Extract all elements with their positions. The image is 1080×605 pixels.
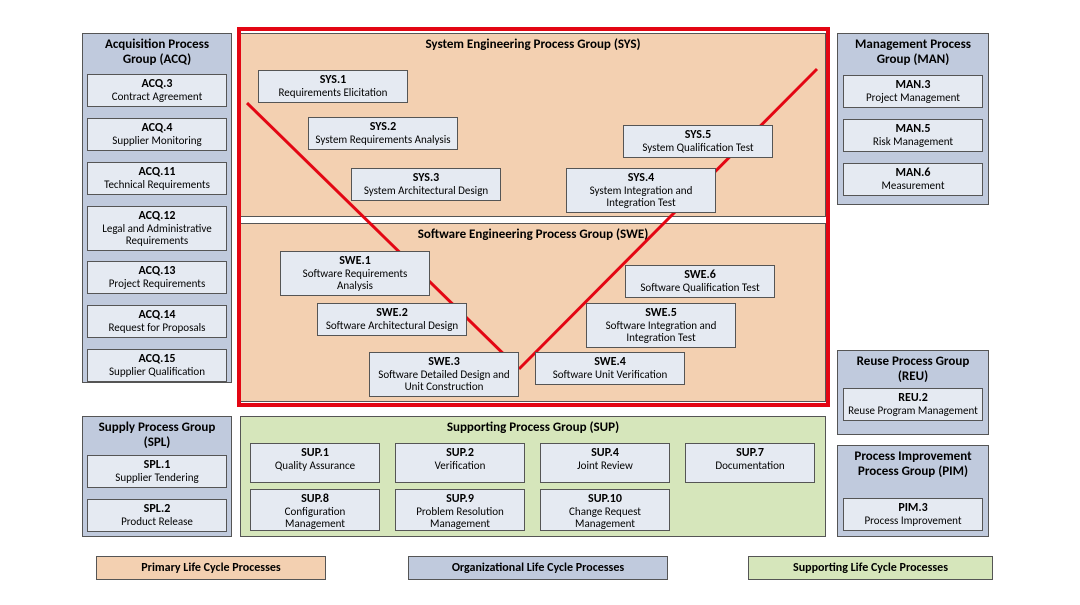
proc-desc: Risk Management [848,136,978,148]
proc-acq-12: ACQ.12 Legal and Administrative Requirem… [87,206,227,251]
group-spl-title: Supply Process Group (SPL) [83,417,231,455]
proc-desc: Technical Requirements [92,179,222,191]
proc-desc: Supplier Qualification [92,366,222,378]
proc-acq-3: ACQ.3 Contract Agreement [87,74,227,107]
proc-man-6: MAN.6 Measurement [843,163,983,196]
proc-desc: Project Management [848,92,978,104]
proc-sup-2: SUP.2 Verification [395,443,525,483]
group-sys-title: System Engineering Process Group (SYS) [241,34,825,57]
proc-desc: Software Requirements Analysis [285,268,425,292]
proc-man-3: MAN.3 Project Management [843,75,983,108]
group-pim-title: Process Improvement Process Group (PIM) [838,446,988,484]
group-swe-title: Software Engineering Process Group (SWE) [241,224,825,247]
proc-desc: Software Qualification Test [630,282,770,294]
proc-desc: Requirements Elicitation [263,87,403,99]
proc-desc: Request for Proposals [92,322,222,334]
proc-man-5: MAN.5 Risk Management [843,119,983,152]
proc-sys-3: SYS.3 System Architectural Design [351,168,501,201]
proc-acq-15: ACQ.15 Supplier Qualification [87,349,227,382]
proc-acq-13: ACQ.13 Project Requirements [87,261,227,294]
proc-desc: Reuse Program Management [848,405,978,417]
proc-swe-5: SWE.5 Software Integration and Integrati… [586,303,736,348]
proc-sup-8: SUP.8 Configuration Management [250,489,380,531]
legend-support: Supporting Life Cycle Processes [748,556,993,580]
group-acq-title: Acquisition Process Group (ACQ) [83,34,231,72]
proc-sup-1: SUP.1 Quality Assurance [250,443,380,483]
proc-desc: Software Detailed Design and Unit Constr… [374,369,514,393]
proc-desc: System Architectural Design [356,185,496,197]
proc-sup-4: SUP.4 Joint Review [540,443,670,483]
proc-sys-4: SYS.4 System Integration and Integration… [566,168,716,213]
proc-swe-3: SWE.3 Software Detailed Design and Unit … [369,352,519,397]
proc-desc: System Requirements Analysis [313,134,453,146]
proc-sys-2: SYS.2 System Requirements Analysis [308,117,458,150]
proc-desc: Supplier Tendering [92,472,222,484]
proc-acq-14: ACQ.14 Request for Proposals [87,305,227,338]
proc-reu-2: REU.2 Reuse Program Management [843,388,983,421]
proc-pim-3: PIM.3 Process Improvement [843,498,983,531]
proc-spl-2: SPL.2 Product Release [87,499,227,532]
proc-sup-7: SUP.7 Documentation [685,443,815,483]
proc-desc: Software Architectural Design [322,320,462,332]
proc-desc: Contract Agreement [92,91,222,103]
proc-swe-4: SWE.4 Software Unit Verification [535,352,685,385]
proc-sys-1: SYS.1 Requirements Elicitation [258,70,408,103]
proc-desc: Change Request Management [545,506,665,530]
proc-sys-5: SYS.5 System Qualification Test [623,125,773,158]
legend-org: Organizational Life Cycle Processes [408,556,668,580]
proc-desc: Verification [400,460,520,472]
group-sup-title: Supporting Process Group (SUP) [241,417,825,440]
proc-swe-6: SWE.6 Software Qualification Test [625,265,775,298]
proc-desc: Legal and Administrative Requirements [92,223,222,247]
proc-spl-1: SPL.1 Supplier Tendering [87,455,227,488]
proc-desc: Quality Assurance [255,460,375,472]
proc-swe-2: SWE.2 Software Architectural Design [317,303,467,336]
proc-desc: System Qualification Test [628,142,768,154]
proc-desc: Joint Review [545,460,665,472]
proc-desc: Documentation [690,460,810,472]
legend-primary: Primary Life Cycle Processes [96,556,326,580]
proc-desc: Supplier Monitoring [92,135,222,147]
proc-sup-9: SUP.9 Problem Resolution Management [395,489,525,531]
proc-desc: Process Improvement [848,515,978,527]
proc-desc: Software Integration and Integration Tes… [591,320,731,344]
proc-desc: Configuration Management [255,506,375,530]
proc-desc: Product Release [92,516,222,528]
proc-acq-4: ACQ.4 Supplier Monitoring [87,118,227,151]
proc-desc: Problem Resolution Management [400,506,520,530]
proc-desc: System Integration and Integration Test [571,185,711,209]
group-man-title: Management Process Group (MAN) [838,34,988,72]
proc-swe-1: SWE.1 Software Requirements Analysis [280,251,430,296]
proc-desc: Project Requirements [92,278,222,290]
proc-desc: Software Unit Verification [540,369,680,381]
group-reu-title: Reuse Process Group (REU) [838,351,988,389]
proc-desc: Measurement [848,180,978,192]
proc-acq-11: ACQ.11 Technical Requirements [87,162,227,195]
proc-sup-10: SUP.10 Change Request Management [540,489,670,531]
